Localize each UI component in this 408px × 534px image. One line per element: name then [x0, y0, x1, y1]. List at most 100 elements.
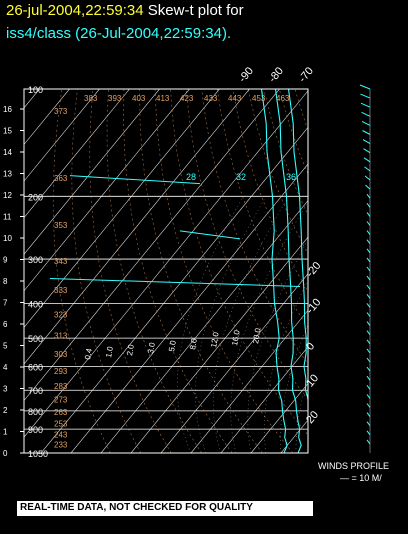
isotherm-line — [250, 383, 308, 453]
wind-barb — [366, 439, 371, 445]
dry-adiabat — [139, 89, 263, 453]
dry-adiabat — [278, 89, 308, 175]
dry-adiabat — [247, 89, 308, 255]
wind-barb — [360, 93, 371, 99]
dry-adiabat — [52, 89, 111, 453]
height-tick-label: 7 — [3, 299, 8, 308]
dry-adiabat-label: 343 — [54, 257, 68, 266]
moist-adiabat — [311, 196, 408, 453]
isotherm-line — [24, 89, 220, 328]
dry-adiabat — [106, 89, 202, 453]
wind-barb — [362, 130, 371, 135]
wind-barb — [366, 203, 371, 208]
moist-adiabat-label: 16.0 — [230, 329, 242, 346]
moist-adiabat-label: 20.0 — [251, 327, 263, 344]
dry-adiabat-label: 283 — [54, 382, 68, 391]
dry-adiabat-label: 313 — [54, 332, 68, 341]
dry-adiabat-label: 373 — [54, 107, 68, 116]
moist-adiabat-label: 8.0 — [188, 337, 199, 350]
dry-adiabat-label: 453 — [252, 94, 266, 103]
wind-barb — [366, 248, 371, 254]
wind-barb — [366, 284, 371, 290]
mixing-ratio-label: 36 — [286, 172, 296, 182]
dry-adiabat-label: 263 — [54, 408, 68, 417]
dry-adiabat-label: 383 — [84, 94, 98, 103]
wind-barb — [361, 120, 371, 126]
dry-adiabat — [326, 89, 408, 453]
wind-barb — [366, 312, 371, 317]
pressure-tick-label: 100 — [28, 85, 43, 95]
wind-barb — [362, 139, 371, 145]
pressure-tick-label: 500 — [28, 334, 43, 344]
isotherm-line — [220, 346, 308, 453]
height-tick-label: 16 — [3, 105, 12, 114]
isotherm-line — [160, 273, 308, 453]
wind-barb — [366, 348, 371, 354]
dry-adiabat — [388, 89, 408, 453]
height-tick-label: 2 — [3, 406, 8, 415]
moist-adiabat — [247, 239, 308, 453]
dry-adiabat — [263, 89, 308, 216]
wind-barb — [363, 148, 371, 154]
wind-barb — [366, 330, 371, 336]
pressure-tick-label: 400 — [28, 300, 43, 310]
plot-frame — [23, 88, 309, 454]
wind-barb — [364, 175, 371, 181]
dry-adiabat-label: 443 — [228, 94, 242, 103]
dry-adiabat — [89, 89, 172, 453]
top-temp-label: -70 — [297, 65, 316, 85]
dry-adiabat — [71, 89, 142, 453]
wind-barb — [361, 111, 371, 117]
mixing-ratio-label: 32 — [236, 172, 246, 182]
dry-adiabat-label: 413 — [156, 94, 170, 103]
pressure-tick-label: 200 — [28, 192, 43, 202]
isotherm-line — [280, 419, 308, 453]
dry-adiabat — [404, 89, 408, 453]
wind-barb — [366, 257, 371, 263]
moist-adiabat-label: 12.0 — [209, 331, 221, 348]
pressure-tick-label: 1050 — [28, 449, 48, 459]
profile-spike — [49, 277, 301, 287]
pressure-tick-label: 700 — [28, 386, 43, 396]
right-temp-label: -10 — [304, 296, 323, 316]
dry-adiabat-label: 323 — [54, 310, 68, 319]
isotherm-line — [100, 200, 308, 453]
height-tick-label: 1 — [3, 428, 8, 437]
isotherm-line — [24, 89, 130, 219]
wind-barb — [366, 430, 371, 436]
mixing-ratio-label: 28 — [186, 172, 196, 182]
height-tick-label: 0 — [3, 449, 8, 458]
height-tick-label: 15 — [3, 127, 12, 136]
dry-adiabat-label: 303 — [54, 350, 68, 359]
height-tick-label: 6 — [3, 320, 8, 329]
height-tick-label: 4 — [3, 363, 8, 372]
right-temp-label: 10 — [304, 372, 321, 389]
wind-barb — [366, 212, 371, 217]
height-tick-label: 10 — [3, 234, 12, 243]
height-tick-label: 8 — [3, 277, 8, 286]
moist-adiabat-label: 3.0 — [146, 341, 157, 354]
wind-barb — [366, 193, 371, 199]
dry-adiabat — [357, 89, 408, 453]
wind-barb — [366, 339, 371, 345]
dry-adiabat-label: 253 — [54, 420, 68, 429]
height-tick-label: 14 — [3, 148, 12, 157]
wind-barb — [366, 375, 371, 381]
isotherm-line — [24, 89, 190, 292]
wind-barb — [366, 394, 371, 399]
isotherm-line — [24, 90, 308, 438]
top-temp-label: -80 — [267, 65, 286, 85]
isotherm-line — [40, 126, 308, 453]
wind-barb — [366, 293, 371, 299]
isotherm-line — [24, 89, 250, 365]
wind-barb — [366, 412, 371, 417]
wind-barb — [366, 221, 371, 226]
dry-adiabat-label: 293 — [54, 367, 68, 376]
wind-barb — [366, 403, 371, 408]
moist-adiabat-label: 0.4 — [83, 347, 94, 360]
height-tick-label: 5 — [3, 342, 8, 351]
moist-adiabat-label: 2.0 — [125, 343, 136, 356]
moist-adiabat — [280, 324, 308, 453]
isotherm-line — [130, 236, 308, 453]
height-tick-label: 9 — [3, 256, 8, 265]
